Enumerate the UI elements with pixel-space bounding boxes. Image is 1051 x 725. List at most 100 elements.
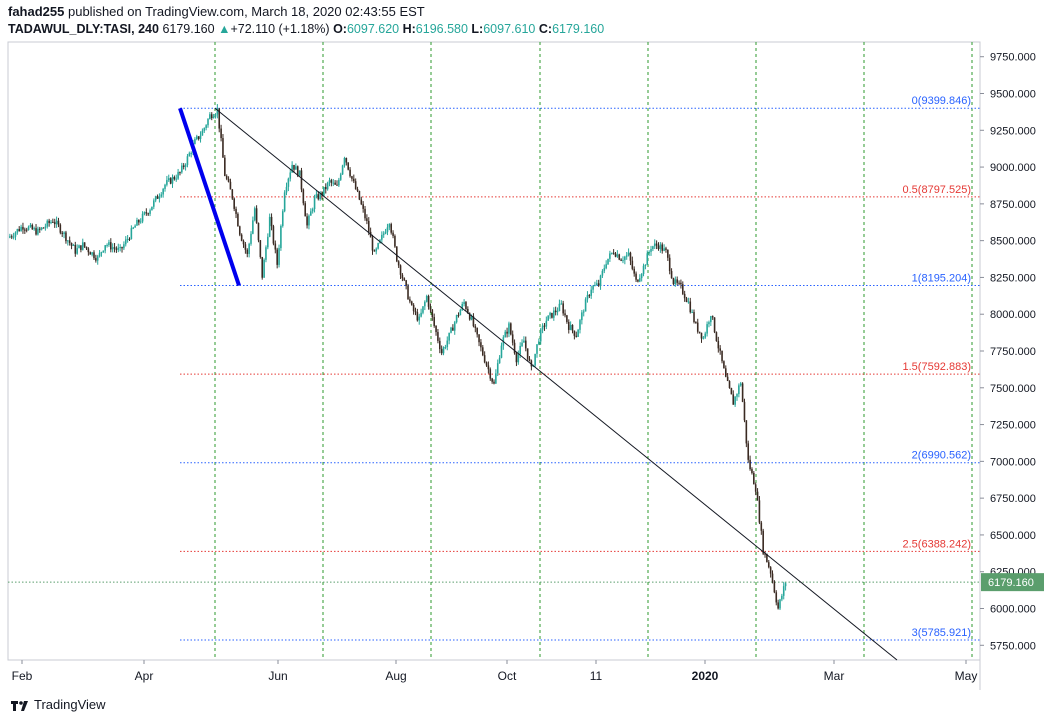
candle-body xyxy=(702,337,705,339)
y-tick-label: 7000.000 xyxy=(990,456,1036,468)
low-value: 6097.610 xyxy=(483,22,536,36)
candle-body xyxy=(741,383,744,402)
candle-body xyxy=(553,310,555,318)
candle-body xyxy=(96,256,99,261)
candle-body xyxy=(287,178,290,187)
candle-body xyxy=(166,180,168,185)
candle-body xyxy=(141,213,144,222)
candle-body xyxy=(154,196,157,201)
candle-body xyxy=(205,125,207,129)
y-tick-label: 7750.000 xyxy=(990,346,1036,358)
publish-text: published on TradingView.com, March 18, … xyxy=(64,4,425,19)
candle-body xyxy=(674,279,677,285)
candle-body xyxy=(435,325,437,333)
candle-body xyxy=(85,246,88,249)
candle-body xyxy=(771,573,774,582)
trend-line[interactable] xyxy=(214,107,898,661)
candle-body xyxy=(83,242,86,247)
candle-body xyxy=(472,316,475,327)
candle-body xyxy=(358,190,361,200)
candle-body xyxy=(784,583,787,587)
candle-body xyxy=(57,220,60,225)
candle-body xyxy=(452,327,454,331)
candle-body xyxy=(681,284,684,294)
candle-body xyxy=(382,233,385,235)
candle-body xyxy=(618,254,621,260)
candle-body xyxy=(136,220,138,226)
candle-body xyxy=(747,443,750,460)
candle-body xyxy=(427,295,430,307)
candle-body xyxy=(510,323,512,335)
candle-body xyxy=(25,229,28,231)
candle-body xyxy=(35,228,37,235)
candle-body xyxy=(422,306,424,313)
candle-body xyxy=(668,257,671,272)
candle-body xyxy=(459,309,462,316)
symbol-name[interactable]: TADAWUL_DLY:TASI, 240 xyxy=(8,22,159,36)
candle-body xyxy=(760,522,763,531)
candle-body xyxy=(745,420,748,444)
candle-body xyxy=(181,165,183,173)
candle-body xyxy=(392,232,394,236)
impulse-line[interactable] xyxy=(178,107,241,287)
candle-body xyxy=(229,181,232,190)
candle-body xyxy=(162,188,164,195)
candle-body xyxy=(291,164,293,173)
candle-body xyxy=(734,396,736,405)
candle-body xyxy=(698,331,701,333)
candle-body xyxy=(171,177,174,184)
fib-level-label: 1.5(7592.883) xyxy=(903,361,972,373)
candle-body xyxy=(442,347,445,354)
x-tick-label: Oct xyxy=(498,669,517,683)
candle-body xyxy=(386,227,389,233)
candle-body xyxy=(61,232,64,234)
close-label: C: xyxy=(538,22,553,36)
footer-brand[interactable]: TradingView xyxy=(34,697,106,712)
candle-body xyxy=(360,199,363,205)
candle-body xyxy=(730,388,733,395)
candle-body xyxy=(343,157,346,166)
candle-body xyxy=(190,153,192,155)
candle-body xyxy=(596,283,598,285)
candle-body xyxy=(756,491,759,501)
candle-body xyxy=(504,331,507,338)
candle-body xyxy=(356,189,359,191)
candle-body xyxy=(80,245,82,250)
open-label: O: xyxy=(333,22,347,36)
candle-body xyxy=(235,208,237,214)
candle-body xyxy=(513,342,516,354)
candle-body xyxy=(597,283,600,286)
candle-body xyxy=(123,244,125,249)
candle-body xyxy=(480,342,482,348)
candle-body xyxy=(300,170,303,190)
candle-body xyxy=(508,323,510,334)
candle-body xyxy=(16,229,19,233)
candle-body xyxy=(455,315,458,323)
candle-body xyxy=(665,248,667,250)
candle-body xyxy=(758,500,761,523)
candle-body xyxy=(463,302,465,304)
candle-body xyxy=(349,169,351,177)
candle-body xyxy=(201,130,204,136)
candle-body xyxy=(405,280,407,286)
candle-body xyxy=(237,213,239,227)
candle-body xyxy=(515,353,518,363)
author-name[interactable]: fahad255 xyxy=(8,4,65,19)
candle-body xyxy=(225,175,228,179)
candle-body xyxy=(328,180,331,183)
candle-body xyxy=(401,274,404,279)
candle-body xyxy=(308,215,310,226)
plot-area[interactable] xyxy=(7,41,981,661)
candle-body xyxy=(188,153,191,157)
candle-body xyxy=(468,313,471,320)
footer: TradingView xyxy=(10,697,106,712)
candle-body xyxy=(285,186,288,193)
candle-body xyxy=(562,303,564,314)
candle-body xyxy=(347,162,349,170)
candle-body xyxy=(366,218,368,221)
candle-body xyxy=(685,298,688,302)
candle-body xyxy=(351,176,353,179)
candle-body xyxy=(534,353,536,366)
candle-body xyxy=(117,247,120,250)
